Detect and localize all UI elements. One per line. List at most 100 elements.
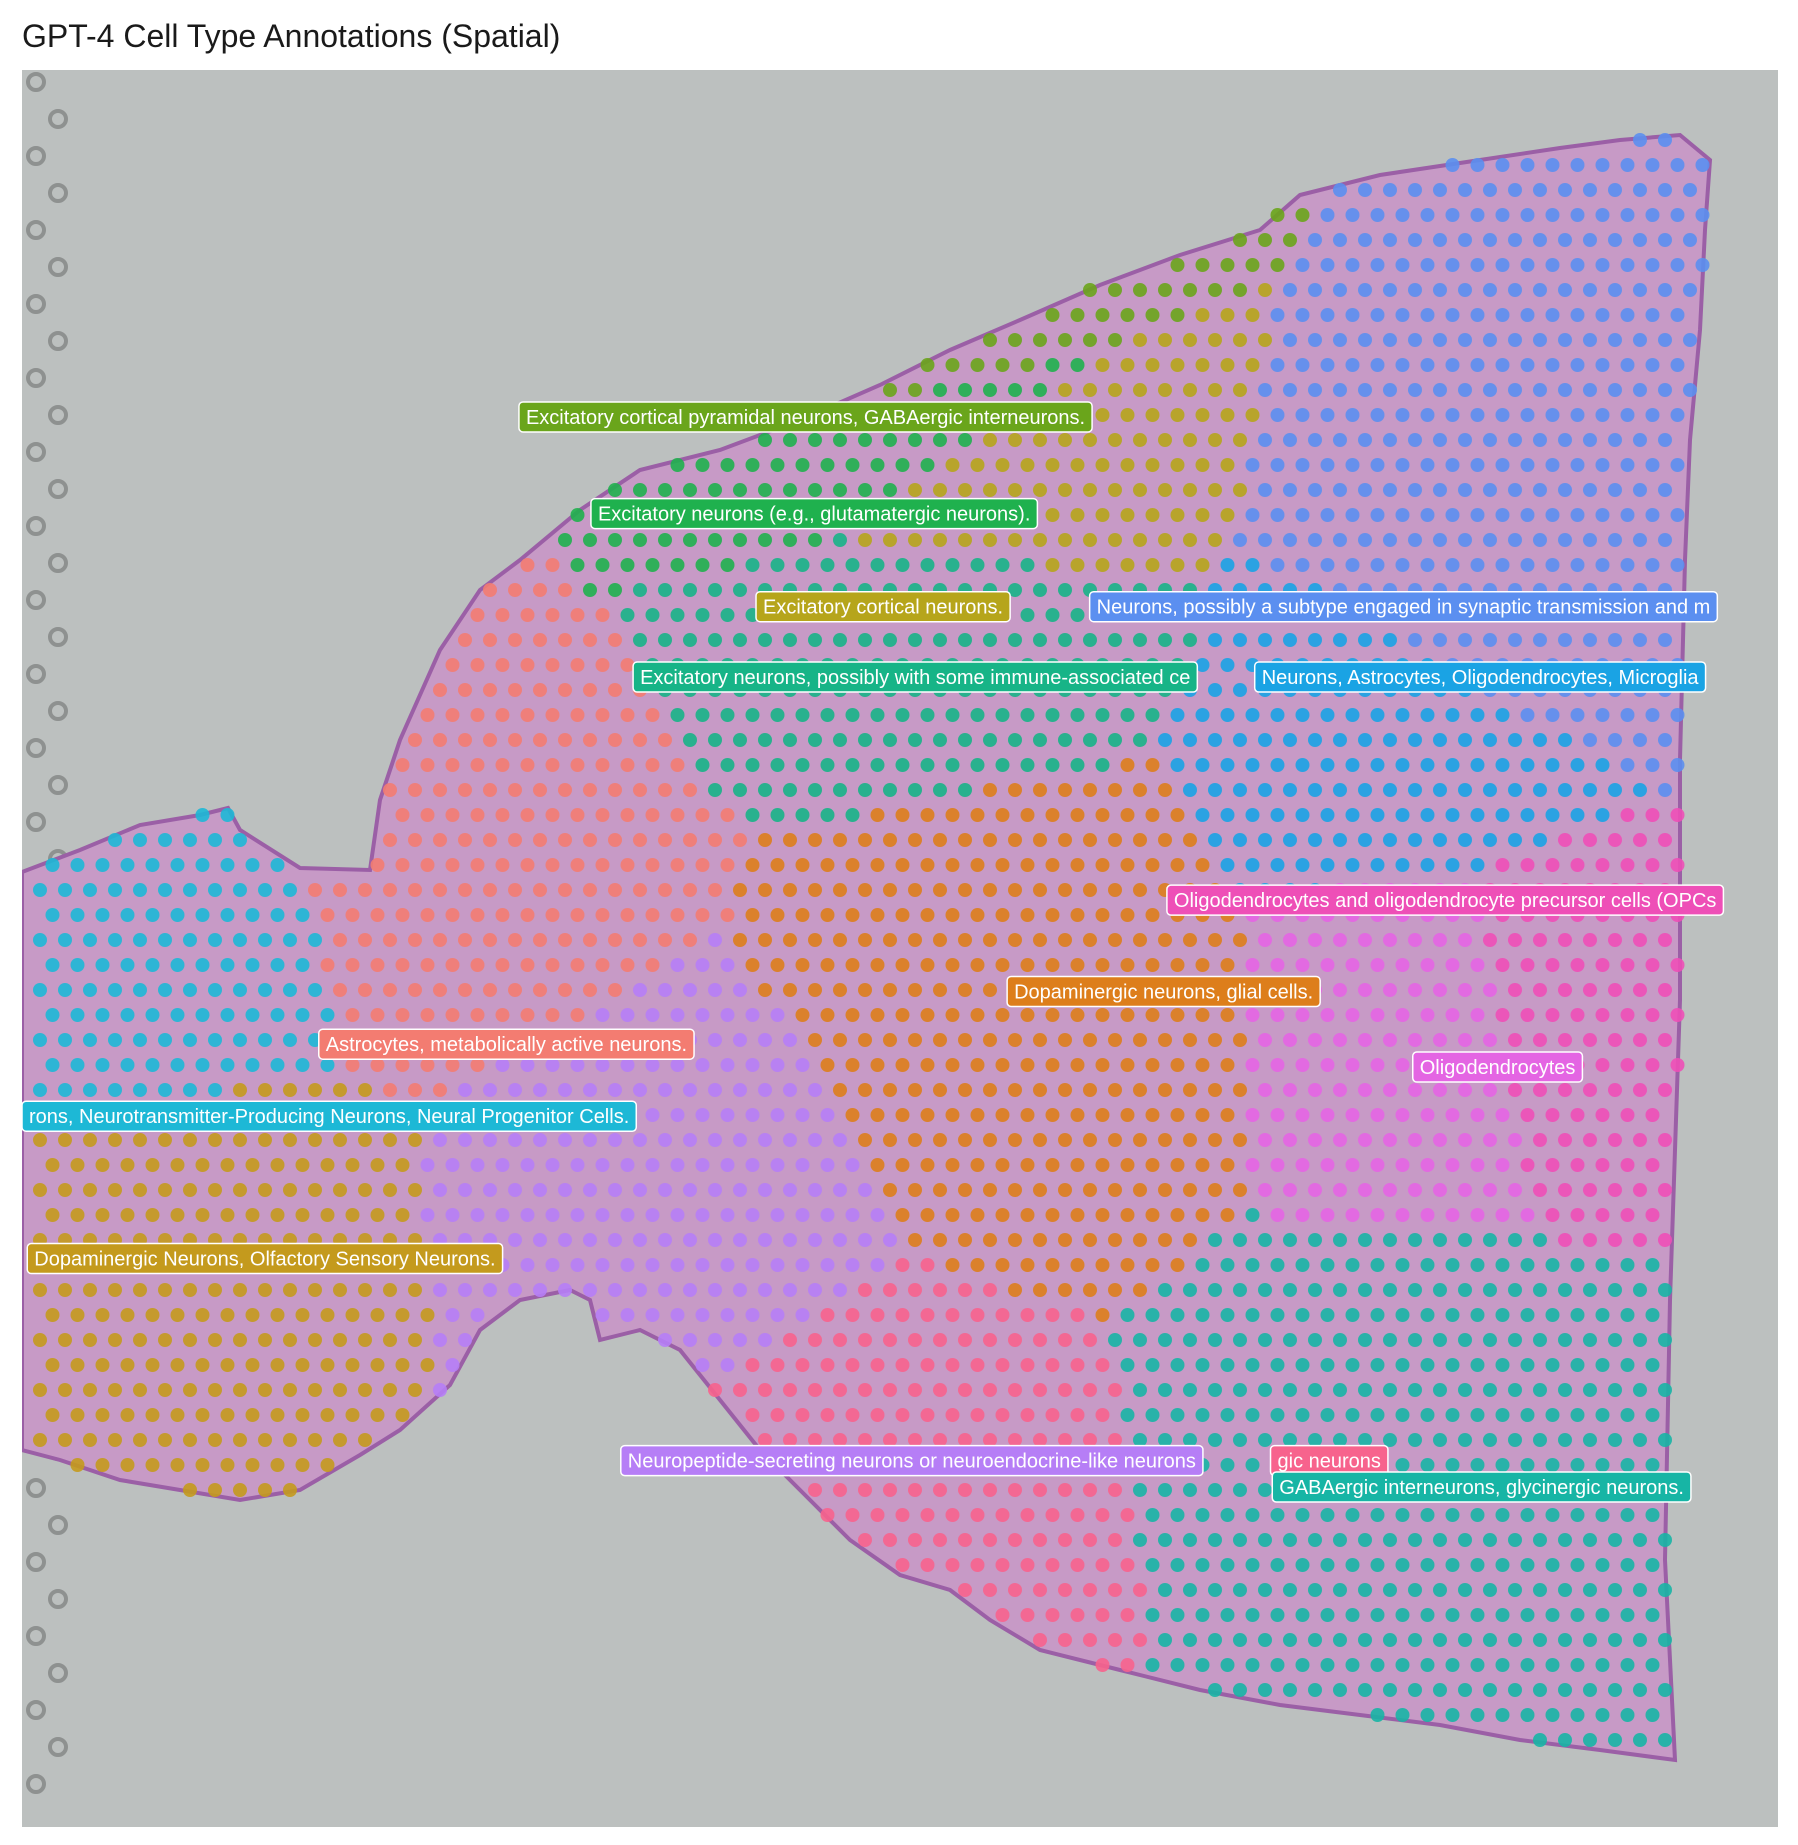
cell-spot <box>770 1208 785 1222</box>
cell-spot <box>1345 1408 1360 1422</box>
cell-spot <box>1108 1633 1122 1647</box>
cell-spot <box>470 958 485 972</box>
cell-spot <box>70 1208 85 1222</box>
cell-spot <box>833 783 847 797</box>
cell-spot <box>1658 783 1672 797</box>
cell-spot <box>845 958 860 972</box>
cell-spot <box>833 1333 847 1347</box>
cell-spot <box>895 1058 910 1072</box>
cell-spot <box>1095 758 1110 772</box>
cell-spot <box>395 1358 410 1372</box>
cell-spot <box>33 1333 47 1347</box>
cell-spot <box>1570 1408 1585 1422</box>
cell-spot <box>933 783 947 797</box>
cell-spot <box>670 1108 685 1122</box>
cell-spot <box>95 858 110 872</box>
cell-spot <box>445 1308 460 1322</box>
cell-spot <box>1133 283 1147 297</box>
cell-spot <box>1670 308 1685 322</box>
cell-spot <box>483 833 497 847</box>
cell-spot <box>820 1158 835 1172</box>
cell-spot <box>433 1283 447 1297</box>
cell-spot <box>1308 483 1322 497</box>
cell-spot <box>1145 1208 1160 1222</box>
cell-spot <box>908 1283 922 1297</box>
cell-spot <box>1658 1283 1672 1297</box>
cell-spot <box>533 633 547 647</box>
cell-spot <box>958 1533 972 1547</box>
cell-spot <box>458 1133 472 1147</box>
cell-spot <box>1120 1408 1135 1422</box>
cell-spot <box>220 958 235 972</box>
cell-spot <box>1108 1133 1122 1147</box>
cell-spot <box>195 1408 210 1422</box>
cell-spot <box>1058 833 1072 847</box>
fiducial-marker <box>26 1700 46 1720</box>
cell-spot <box>1333 633 1347 647</box>
cell-spot <box>1195 1208 1210 1222</box>
cell-spot <box>1558 333 1572 347</box>
cell-spot <box>920 1208 935 1222</box>
cell-spot <box>458 1183 472 1197</box>
cell-spot <box>795 1108 810 1122</box>
cell-spot <box>1645 508 1660 522</box>
cell-spot <box>883 783 897 797</box>
cell-spot <box>1408 933 1422 947</box>
cell-spot <box>345 1358 360 1372</box>
cell-spot <box>1333 1283 1347 1297</box>
cell-spot <box>320 1058 335 1072</box>
cell-spot <box>1095 908 1110 922</box>
cell-spot <box>1020 1208 1035 1222</box>
cell-spot <box>1083 1183 1097 1197</box>
cell-spot <box>320 958 335 972</box>
cell-spot <box>895 808 910 822</box>
cell-spot <box>1245 1058 1260 1072</box>
cell-spot <box>620 1258 635 1272</box>
cell-spot <box>720 1208 735 1222</box>
cell-spot <box>1383 1383 1397 1397</box>
cell-spot <box>1270 708 1285 722</box>
cell-spot <box>1383 983 1397 997</box>
cell-spot <box>1020 1408 1035 1422</box>
cell-spot <box>195 1058 210 1072</box>
cell-spot <box>283 1033 297 1047</box>
cell-spot <box>120 958 135 972</box>
cell-spot <box>1120 808 1135 822</box>
cell-spot <box>133 883 147 897</box>
cell-spot <box>1070 958 1085 972</box>
cell-spot <box>1033 633 1047 647</box>
cell-spot <box>183 1283 197 1297</box>
cell-spot <box>1433 533 1447 547</box>
cell-spot <box>1395 1608 1410 1622</box>
cell-spot <box>1195 358 1210 372</box>
cell-spot <box>483 633 497 647</box>
cell-spot <box>45 1008 60 1022</box>
cell-spot <box>1058 1133 1072 1147</box>
chart-title: GPT-4 Cell Type Annotations (Spatial) <box>22 18 561 54</box>
cell-spot <box>945 958 960 972</box>
cell-spot <box>445 1358 460 1372</box>
cell-spot <box>708 1033 722 1047</box>
cell-spot <box>1295 758 1310 772</box>
cell-spot <box>545 958 560 972</box>
cell-spot <box>1458 1533 1472 1547</box>
cell-spot <box>1395 708 1410 722</box>
cell-spot <box>745 1058 760 1072</box>
cell-spot <box>1670 1008 1685 1022</box>
cell-spot <box>445 758 460 772</box>
cell-spot <box>395 1008 410 1022</box>
cell-spot <box>845 1408 860 1422</box>
cell-spot <box>458 733 472 747</box>
cell-spot <box>1595 1358 1610 1372</box>
cell-spot <box>1070 1408 1085 1422</box>
cell-spot <box>570 1058 585 1072</box>
cell-spot <box>945 758 960 772</box>
cell-spot <box>1120 1358 1135 1372</box>
cell-spot <box>1283 1133 1297 1147</box>
cell-spot <box>358 1133 372 1147</box>
cell-spot <box>1620 1158 1635 1172</box>
cell-spot <box>683 883 697 897</box>
cell-spot <box>1045 508 1060 522</box>
cell-spot <box>1283 833 1297 847</box>
cell-spot <box>933 1133 947 1147</box>
